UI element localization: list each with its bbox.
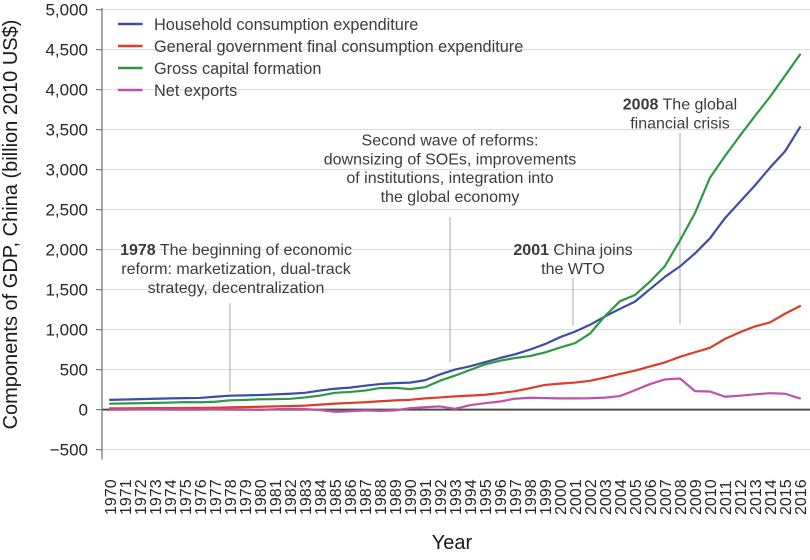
svg-text:Net exports: Net exports — [154, 82, 237, 100]
svg-text:2015: 2015 — [778, 479, 795, 515]
svg-text:2002: 2002 — [583, 479, 600, 515]
svg-text:2,500: 2,500 — [45, 200, 88, 219]
svg-text:2016: 2016 — [793, 479, 810, 515]
svg-text:1992: 1992 — [433, 479, 450, 515]
svg-text:Components of GDP, China (bill: Components of GDP, China (billion 2010 U… — [0, 20, 22, 430]
svg-text:1998: 1998 — [523, 479, 540, 515]
svg-text:2003: 2003 — [598, 479, 615, 515]
svg-text:1,000: 1,000 — [45, 320, 88, 339]
svg-text:1991: 1991 — [418, 479, 435, 515]
svg-text:1972: 1972 — [133, 479, 150, 515]
svg-text:1995: 1995 — [478, 479, 495, 515]
svg-text:1987: 1987 — [358, 479, 375, 515]
svg-text:1997: 1997 — [508, 479, 525, 515]
svg-text:−500: −500 — [50, 440, 88, 459]
svg-text:2001: 2001 — [568, 479, 585, 515]
svg-text:500: 500 — [60, 360, 88, 379]
svg-text:2005: 2005 — [628, 479, 645, 515]
svg-text:1974: 1974 — [163, 479, 180, 515]
svg-text:1985: 1985 — [328, 479, 345, 515]
svg-text:1999: 1999 — [538, 479, 555, 515]
svg-text:3,500: 3,500 — [45, 120, 88, 139]
svg-text:1979: 1979 — [238, 479, 255, 515]
svg-text:1996: 1996 — [493, 479, 510, 515]
svg-text:the WTO: the WTO — [541, 261, 605, 278]
svg-text:financial crisis: financial crisis — [630, 116, 730, 133]
svg-text:2001 China joins: 2001 China joins — [513, 242, 632, 259]
svg-text:Household consumption expendit: Household consumption expenditure — [154, 16, 418, 34]
svg-text:1988: 1988 — [373, 479, 390, 515]
svg-text:2007: 2007 — [658, 479, 675, 515]
svg-text:1973: 1973 — [148, 479, 165, 515]
svg-text:the global economy: the global economy — [381, 189, 520, 206]
svg-text:2013: 2013 — [748, 479, 765, 515]
svg-text:2004: 2004 — [613, 479, 630, 515]
svg-text:1989: 1989 — [388, 479, 405, 515]
svg-text:2006: 2006 — [643, 479, 660, 515]
svg-text:General government final consu: General government final consumption exp… — [154, 38, 523, 56]
svg-text:reform: marketization, dual-tr: reform: marketization, dual-track — [121, 261, 351, 278]
svg-text:of institutions, integration i: of institutions, integration into — [346, 170, 553, 187]
svg-text:Gross capital formation: Gross capital formation — [154, 60, 321, 78]
svg-text:2,000: 2,000 — [45, 240, 88, 259]
svg-text:2009: 2009 — [688, 479, 705, 515]
svg-text:1982: 1982 — [283, 479, 300, 515]
svg-text:1975: 1975 — [178, 479, 195, 515]
svg-text:1983: 1983 — [298, 479, 315, 515]
svg-text:4,000: 4,000 — [45, 80, 88, 99]
svg-text:1978 The beginning of economic: 1978 The beginning of economic — [120, 242, 352, 259]
svg-text:1976: 1976 — [193, 479, 210, 515]
svg-text:2008: 2008 — [673, 479, 690, 515]
svg-text:1990: 1990 — [403, 479, 420, 515]
svg-text:2012: 2012 — [733, 479, 750, 515]
svg-text:1981: 1981 — [268, 479, 285, 515]
svg-text:1,500: 1,500 — [45, 280, 88, 299]
svg-text:2010: 2010 — [703, 479, 720, 515]
svg-text:1978: 1978 — [223, 479, 240, 515]
svg-text:2000: 2000 — [553, 479, 570, 515]
svg-text:1971: 1971 — [118, 479, 135, 515]
svg-text:Year: Year — [432, 532, 473, 554]
svg-text:1984: 1984 — [313, 479, 330, 515]
svg-text:2014: 2014 — [763, 479, 780, 515]
svg-text:Second wave of reforms:: Second wave of reforms: — [362, 133, 539, 150]
svg-text:1970: 1970 — [103, 479, 120, 515]
svg-text:strategy, decentralization: strategy, decentralization — [148, 280, 325, 297]
svg-text:0: 0 — [79, 400, 88, 419]
svg-text:1980: 1980 — [253, 479, 270, 515]
svg-text:5,000: 5,000 — [45, 0, 88, 19]
svg-text:4,500: 4,500 — [45, 40, 88, 59]
svg-text:1993: 1993 — [448, 479, 465, 515]
svg-text:3,000: 3,000 — [45, 160, 88, 179]
svg-text:2008 The global: 2008 The global — [623, 97, 737, 114]
svg-text:1977: 1977 — [208, 479, 225, 515]
svg-text:1994: 1994 — [463, 479, 480, 515]
svg-text:1986: 1986 — [343, 479, 360, 515]
svg-text:downsizing of SOEs, improvemen: downsizing of SOEs, improvements — [324, 151, 577, 168]
svg-text:2011: 2011 — [718, 480, 735, 515]
